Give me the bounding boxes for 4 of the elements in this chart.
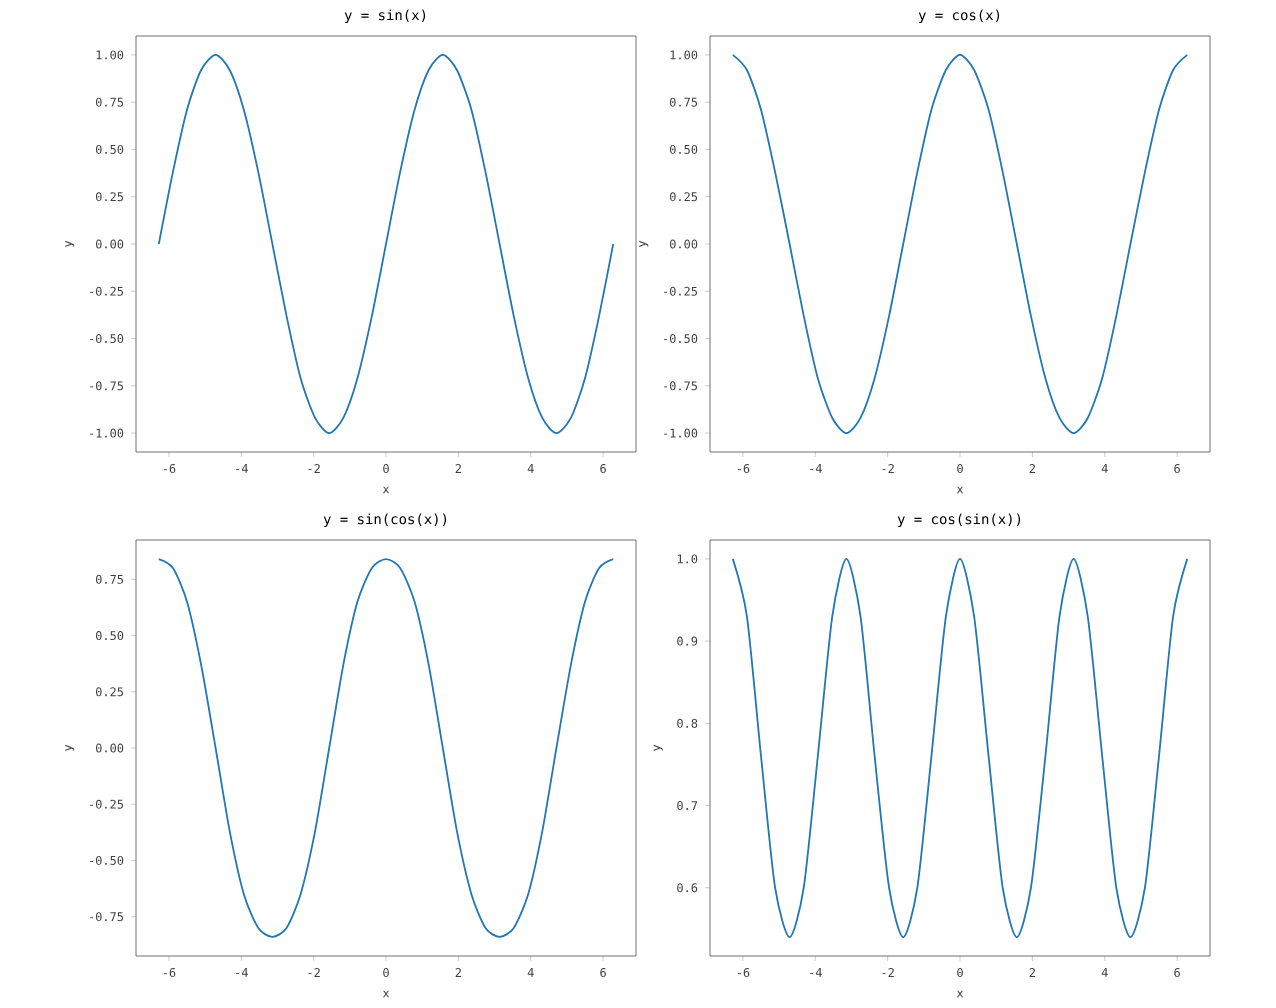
- line-series: [731, 54, 1189, 434]
- line-series: [157, 54, 615, 434]
- line-series: [157, 558, 615, 938]
- line-series: [731, 558, 1189, 938]
